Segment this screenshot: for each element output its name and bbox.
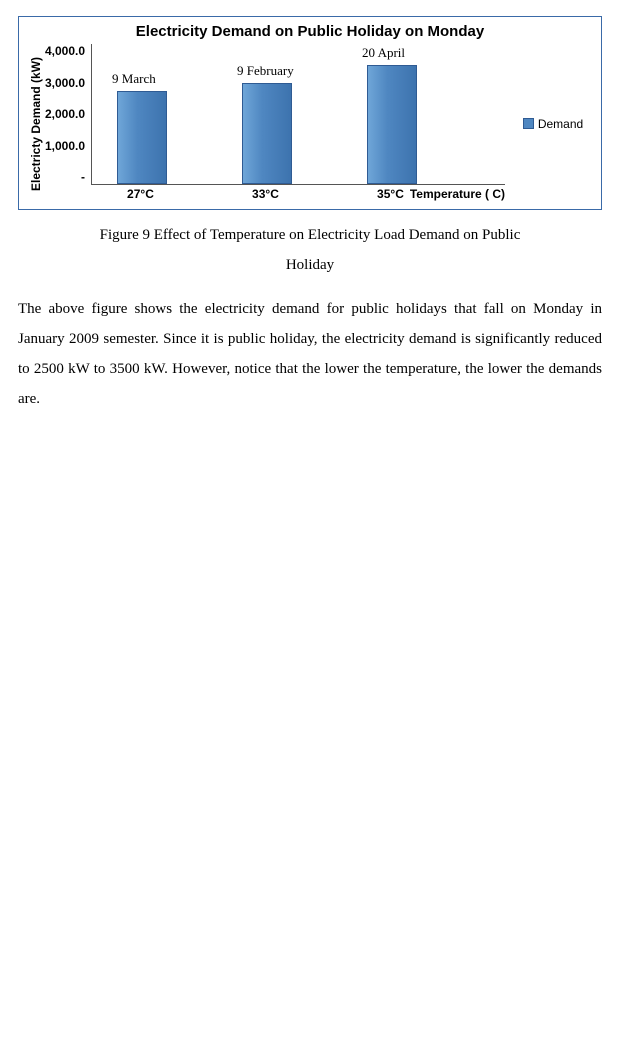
bar (117, 91, 167, 184)
x-tick: 35°C (377, 187, 404, 201)
plot-area: 9 March 9 February 20 April (91, 44, 505, 185)
legend: Demand (505, 44, 593, 203)
x-tick: 33°C (252, 187, 279, 201)
y-tick: 4,000.0 (45, 44, 85, 58)
legend-swatch-icon (523, 118, 534, 129)
caption-line-2: Holiday (286, 257, 334, 273)
bar-top-label: 9 February (237, 63, 294, 79)
bar (242, 83, 292, 185)
x-tick-row: Temperature ( C) 27°C 33°C 35°C (91, 185, 505, 203)
caption-line-1: Figure 9 Effect of Temperature on Electr… (100, 227, 521, 243)
legend-label: Demand (538, 117, 583, 131)
bar (367, 65, 417, 184)
y-ticks: 4,000.0 3,000.0 2,000.0 1,000.0 - (45, 44, 91, 184)
bar-top-label: 20 April (362, 45, 405, 61)
bar-top-label: 9 March (112, 71, 156, 87)
y-tick: 1,000.0 (45, 139, 85, 153)
figure-caption: Figure 9 Effect of Temperature on Electr… (18, 220, 602, 280)
body-paragraph: The above figure shows the electricity d… (18, 294, 602, 414)
y-tick: - (45, 170, 85, 184)
y-axis-label: Electricty Demand (kW) (27, 44, 45, 203)
x-axis-title: Temperature ( C) (410, 187, 505, 201)
y-tick: 2,000.0 (45, 107, 85, 121)
chart-title: Electricity Demand on Public Holiday on … (27, 23, 593, 40)
y-tick: 3,000.0 (45, 76, 85, 90)
x-tick: 27°C (127, 187, 154, 201)
chart-frame: Electricity Demand on Public Holiday on … (18, 16, 602, 210)
